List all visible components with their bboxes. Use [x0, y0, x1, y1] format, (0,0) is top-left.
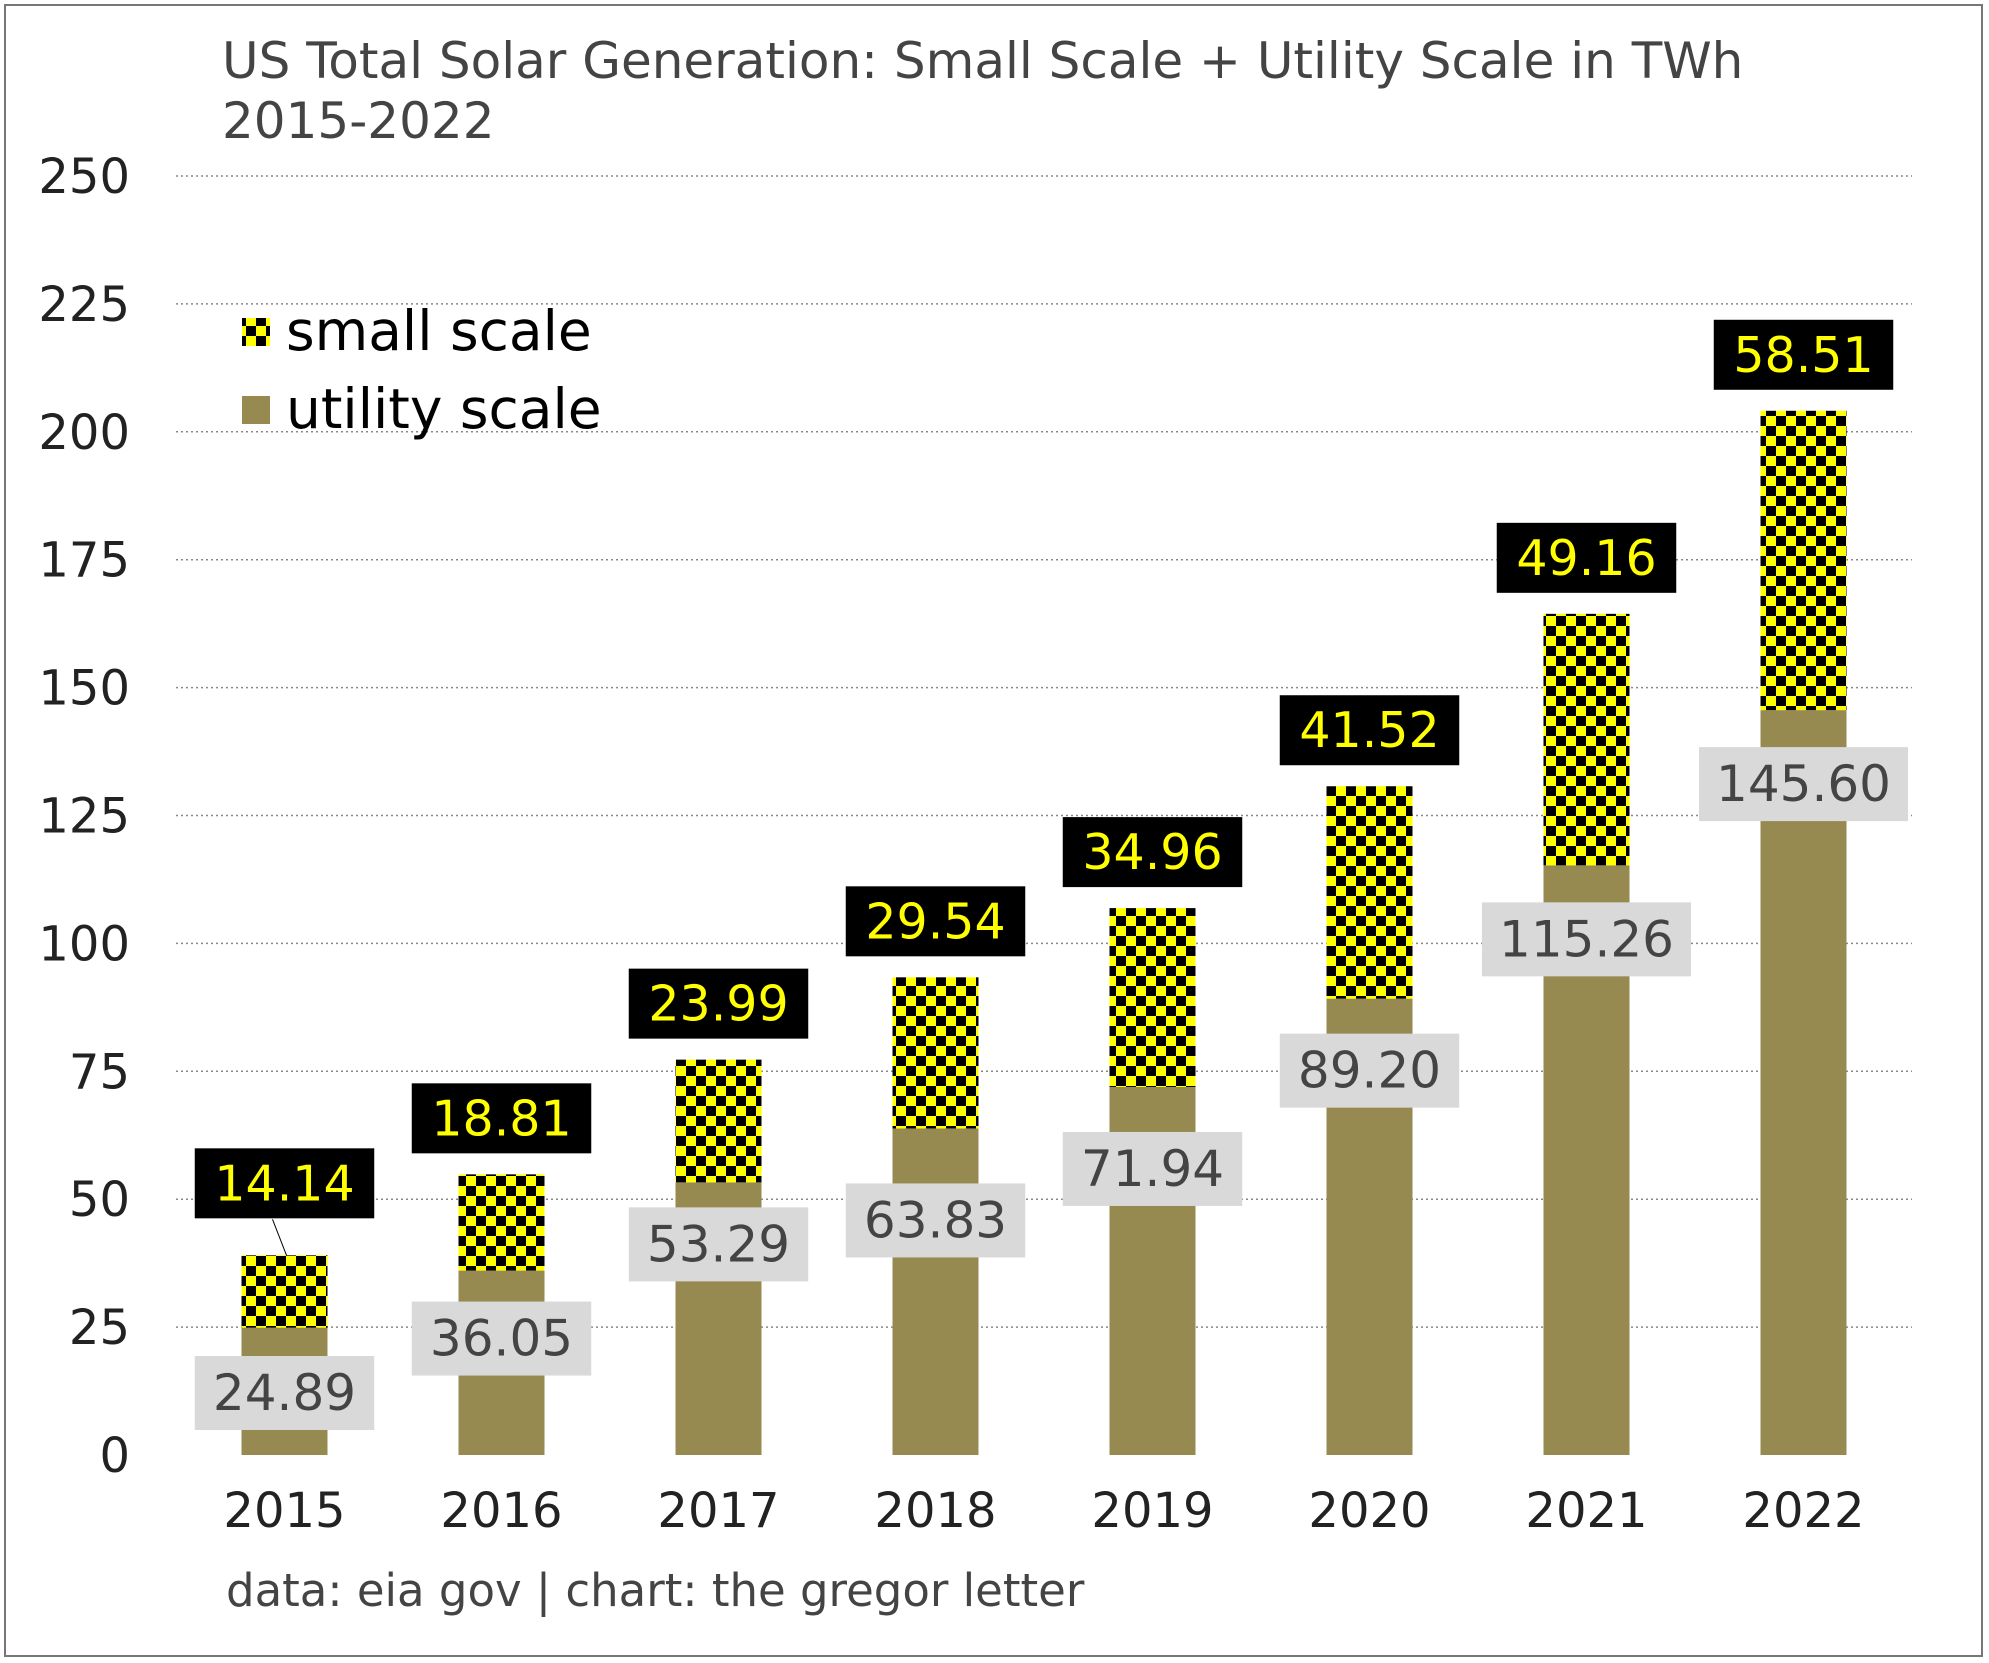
bars: [241, 410, 1847, 1455]
bar-utility-scale: [892, 1128, 979, 1455]
label-utility-scale: 115.26: [1482, 902, 1691, 977]
legend-label-small-scale: small scale: [286, 299, 592, 363]
label-utility-scale: 63.83: [845, 1183, 1026, 1258]
y-tick-label: 25: [69, 1300, 130, 1356]
chart-svg: US Total Solar Generation: Small Scale +…: [38, 32, 1912, 1617]
y-tick-label: 125: [38, 789, 130, 845]
x-tick-label: 2022: [1742, 1483, 1864, 1539]
label-small-scale-text: 14.14: [214, 1155, 354, 1212]
label-utility-scale-text: 36.05: [430, 1310, 573, 1368]
label-utility-scale: 71.94: [1062, 1131, 1243, 1206]
bar-small-scale: [1109, 908, 1196, 1087]
label-small-scale-box: [845, 886, 1026, 957]
label-small-scale-text: 58.51: [1733, 327, 1873, 384]
label-utility-scale-text: 115.26: [1499, 910, 1674, 968]
label-utility-scale-text: 89.20: [1298, 1042, 1441, 1100]
label-utility-scale: 145.60: [1699, 747, 1908, 822]
label-utility-scale-box: [628, 1207, 809, 1282]
legend-swatch-utility-scale: [242, 396, 270, 424]
label-small-scale: 49.16: [1496, 522, 1677, 593]
label-small-scale-text: 34.96: [1082, 824, 1222, 881]
x-tick-label: 2018: [874, 1483, 996, 1539]
label-utility-scale-box: [1279, 1033, 1460, 1108]
y-tick-label: 150: [38, 661, 130, 717]
label-utility-scale-box: [845, 1183, 1026, 1258]
y-tick-label: 250: [38, 149, 130, 205]
label-small-scale-text: 49.16: [1516, 530, 1656, 587]
y-tick-label: 0: [99, 1428, 130, 1484]
label-small-scale: 18.81: [411, 1083, 592, 1154]
x-axis-ticks: 2015 2016 2017 2018 2019 2020 2021 2022: [223, 1483, 1864, 1539]
label-utility-scale-text: 53.29: [647, 1215, 790, 1273]
y-tick-label: 100: [38, 916, 130, 972]
label-small-scale: 14.14: [194, 1148, 375, 1219]
x-tick-label: 2020: [1308, 1483, 1430, 1539]
y-axis-ticks: 0 25 50 75 100 125 150 175 200 225 250: [38, 149, 130, 1484]
y-tick-label: 50: [69, 1172, 130, 1228]
label-utility-scale-box: [411, 1301, 592, 1376]
x-tick-label: 2019: [1091, 1483, 1213, 1539]
label-utility-scale-text: 24.89: [213, 1364, 356, 1422]
bar-small-scale: [1543, 613, 1630, 866]
x-tick-label: 2015: [223, 1483, 345, 1539]
y-tick-label: 200: [38, 405, 130, 461]
label-utility-scale: 24.89: [194, 1356, 375, 1430]
label-small-scale-text: 41.52: [1299, 702, 1439, 759]
bar-utility-scale: [1760, 710, 1847, 1455]
bar-small-scale: [1760, 410, 1847, 711]
bar-small-scale: [458, 1174, 545, 1271]
y-tick-label: 75: [69, 1044, 130, 1100]
label-small-scale: 34.96: [1062, 817, 1243, 888]
leader-line: [272, 1219, 287, 1256]
label-utility-scale: 53.29: [628, 1207, 809, 1282]
label-small-scale-box: [628, 968, 809, 1039]
label-small-scale: 29.54: [845, 886, 1026, 957]
chart-title: US Total Solar Generation: Small Scale +…: [222, 32, 1743, 90]
legend: small scale utility scale: [242, 299, 602, 441]
label-small-scale-text: 23.99: [648, 976, 788, 1033]
label-utility-scale: 89.20: [1279, 1033, 1460, 1108]
label-utility-scale-box: [1062, 1131, 1243, 1206]
x-tick-label: 2017: [657, 1483, 779, 1539]
label-utility-scale-text: 71.94: [1081, 1140, 1224, 1198]
label-utility-scale-box: [194, 1356, 375, 1430]
label-small-scale: 41.52: [1279, 695, 1460, 766]
label-small-scale-box: [1279, 695, 1460, 766]
x-tick-label: 2021: [1525, 1483, 1647, 1539]
label-utility-scale: 36.05: [411, 1301, 592, 1376]
label-small-scale-box: [1496, 522, 1677, 593]
label-small-scale-box: [194, 1148, 375, 1219]
label-small-scale-box: [411, 1083, 592, 1154]
label-small-scale-box: [1062, 817, 1243, 888]
x-tick-label: 2016: [440, 1483, 562, 1539]
y-tick-label: 175: [38, 533, 130, 589]
label-small-scale-box: [1713, 319, 1894, 390]
bar-small-scale: [241, 1255, 328, 1328]
chart-frame: US Total Solar Generation: Small Scale +…: [4, 4, 1983, 1657]
label-utility-scale-box: [1482, 902, 1691, 977]
label-small-scale-text: 18.81: [431, 1090, 571, 1147]
label-small-scale: 23.99: [628, 968, 809, 1039]
source-note: data: eia gov | chart: the gregor letter: [226, 1564, 1085, 1617]
label-utility-scale-text: 145.60: [1716, 755, 1891, 813]
bar-small-scale: [675, 1059, 762, 1183]
y-tick-label: 225: [38, 277, 130, 333]
data-labels: 24.89 14.14 36.05 18.81 53.29 23.99 63.83 29.54…: [194, 319, 1908, 1430]
legend-swatch-small-scale: [242, 318, 270, 346]
chart-subtitle: 2015-2022: [222, 92, 495, 150]
bar-small-scale: [1326, 786, 1413, 999]
bar-small-scale: [892, 977, 979, 1129]
label-utility-scale-text: 63.83: [864, 1191, 1007, 1249]
legend-label-utility-scale: utility scale: [286, 377, 602, 441]
label-small-scale: 58.51: [1713, 319, 1894, 390]
label-utility-scale-box: [1699, 747, 1908, 822]
label-small-scale-text: 29.54: [865, 893, 1005, 950]
